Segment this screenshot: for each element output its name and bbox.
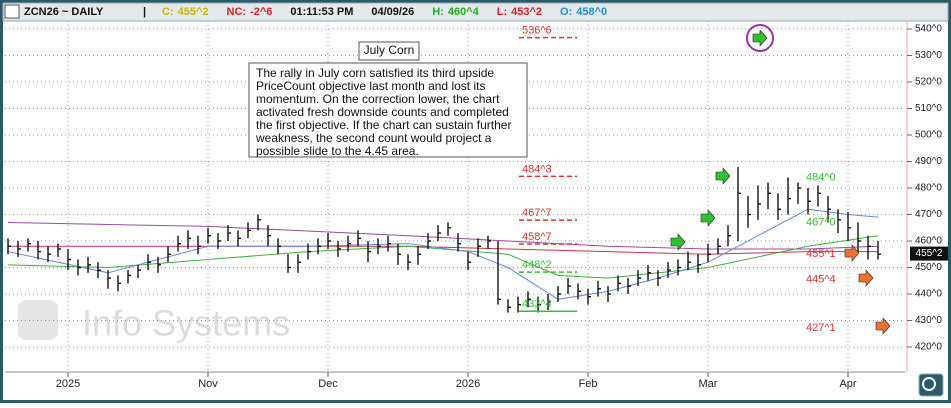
note-line: the first objective. If the chart can su… <box>256 118 511 132</box>
header-value: 460^4 <box>448 6 480 18</box>
y-tick-label: 530^0 <box>915 50 942 61</box>
y-tick-label: 500^0 <box>915 130 942 141</box>
note-line: activated fresh downside counts and comp… <box>256 105 509 119</box>
sell-arrow <box>858 269 874 287</box>
y-tick-label: 430^0 <box>915 315 942 326</box>
note-text: The rally in July corn satisfied its thi… <box>255 66 511 158</box>
y-tick-label: 520^0 <box>915 77 942 88</box>
buy-arrow <box>715 167 731 185</box>
target-label: 448^2 <box>522 259 552 271</box>
y-tick-label: 450^0 <box>915 262 942 273</box>
last-price-label: 455^2 <box>916 248 943 259</box>
symbol: ZCN26 ~ DAILY <box>24 6 104 18</box>
buy-arrow <box>752 29 768 47</box>
plot: 420^0 430^0 440^0 450^0 460^0 470^0 480^0 490^0… <box>5 21 948 390</box>
header-value: 455^2 <box>178 6 209 18</box>
x-tick-label: 2025 <box>56 378 80 390</box>
y-tick-label: 510^0 <box>915 103 942 114</box>
x-tick-label: Mar <box>699 378 718 390</box>
y-tick-label: 480^0 <box>915 183 942 194</box>
buy-arrow <box>700 209 716 227</box>
note-line: PriceCount objective last month and lost… <box>256 79 485 93</box>
average-line <box>7 221 879 250</box>
header-label: C: <box>162 6 174 18</box>
note-box <box>248 62 528 158</box>
header-label: L: <box>497 6 507 18</box>
watermark: Info Systems <box>82 303 290 344</box>
note-title: July Corn <box>364 43 415 57</box>
header-label: NC: <box>227 6 247 18</box>
target-label: 458^7 <box>522 231 552 243</box>
sell-arrow <box>875 317 891 335</box>
x-tick-label: Apr <box>839 378 856 390</box>
y-tick-label: 440^0 <box>915 289 942 300</box>
x-tick-label: Nov <box>198 378 218 390</box>
x-tick-label: Feb <box>579 378 598 390</box>
y-tick-label: 490^0 <box>915 156 942 167</box>
note-title-box <box>358 41 420 61</box>
side-label: 427^1 <box>806 322 836 334</box>
target-label: 467^7 <box>522 207 552 219</box>
side-label: 455^1 <box>806 248 836 260</box>
header-value: 458^0 <box>576 6 607 18</box>
x-tick-label: 2026 <box>456 378 480 390</box>
y-tick-label: 540^0 <box>915 24 942 35</box>
note-line: possible slide to the 4.45 area. <box>256 144 419 158</box>
header-label: H: <box>432 6 444 18</box>
sell-arrow <box>844 244 860 262</box>
side-label: 484^0 <box>806 171 836 183</box>
header-bar <box>2 2 949 22</box>
note-line: momentum. On the correction lower, the c… <box>256 92 500 106</box>
average-line <box>7 235 879 279</box>
header-value: 04/09/26 <box>371 6 414 18</box>
last-price-box <box>910 246 948 261</box>
header-fields: C: 455^2 NC: -2^6 01:11:53 PM 04/09/26 H: 460^4… <box>162 6 607 18</box>
header-value: 01:11:53 PM <box>290 6 353 18</box>
header-value: 453^2 <box>511 6 542 18</box>
side-label: 445^4 <box>806 273 836 285</box>
header-value: -2^6 <box>250 6 272 18</box>
target-label: 433^4 <box>522 298 552 310</box>
separator: | <box>143 6 146 18</box>
x-tick-label: Dec <box>318 378 338 390</box>
target-label: 484^3 <box>522 163 552 175</box>
buy-arrow <box>670 233 686 251</box>
note-line: weakness, the second count would project… <box>255 131 492 145</box>
y-tick-label: 420^0 <box>915 342 942 353</box>
note-line: The rally in July corn satisfied its thi… <box>256 66 494 80</box>
y-tick-label: 460^0 <box>915 236 942 247</box>
brand-logo-mark <box>922 377 936 391</box>
header-icon <box>4 4 20 19</box>
target-label: 536^6 <box>522 25 552 37</box>
header-label: O: <box>560 6 572 18</box>
signal-arrows <box>670 29 891 335</box>
signal-circle <box>746 24 774 52</box>
y-tick-label: 470^0 <box>915 209 942 220</box>
side-label: 467^0 <box>806 216 836 228</box>
